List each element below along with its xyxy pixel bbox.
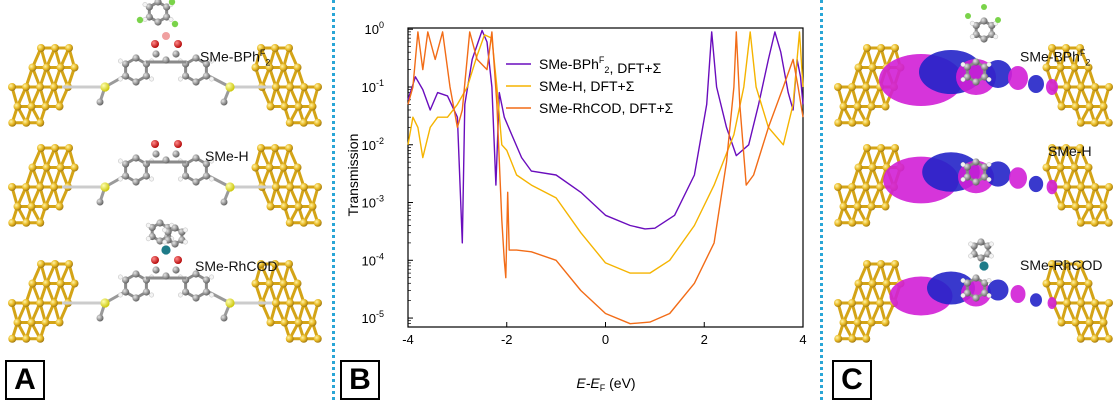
x-tick-label: 2 [701, 332, 708, 347]
density-h [834, 144, 1113, 227]
x-tick-label: -4 [402, 332, 414, 347]
x-tick-label: 0 [602, 332, 609, 347]
label-sme-rhcod: SMe-RhCOD [195, 258, 278, 274]
x-tick-label: -2 [501, 332, 513, 347]
y-tick-label: 10-3 [362, 194, 384, 211]
transmission-chart: -4 -2 0 2 4 100 10-1 10-2 10-3 10-4 10-5 SMe-BPhF2… [345, 20, 807, 393]
y-tick-label: 10-1 [362, 78, 384, 95]
y-tick-label: 10-5 [362, 309, 384, 326]
series-line-2 [407, 31, 804, 325]
panel-letter-c: C [832, 360, 872, 400]
molecule-h-structure [8, 140, 322, 227]
molecule-bph-structure [8, 0, 322, 127]
label-c-sme-h: SMe-H [1048, 143, 1092, 159]
divider-left [332, 0, 335, 400]
density-bph [834, 4, 1113, 127]
y-tick-label: 100 [365, 20, 384, 37]
label-sme-bph: SMe-BPhF2 [200, 48, 271, 68]
molecule-rhcod-structure [8, 219, 322, 343]
panel-a-structures [8, 0, 322, 343]
panel-c-density [834, 4, 1113, 343]
panel-letter-b: B [340, 360, 380, 400]
density-rhcod [834, 238, 1113, 343]
label-sme-h: SMe-H [205, 148, 249, 164]
y-tick-label: 10-2 [362, 136, 384, 153]
panel-letter-a: A [5, 360, 45, 400]
legend-label-0: SMe-BPhF2, DFT+Σ [539, 55, 662, 76]
y-tick-label: 10-4 [362, 251, 384, 268]
divider-right [820, 0, 823, 400]
series-line-0 [407, 29, 804, 244]
chart-series [407, 29, 804, 325]
series-line-1 [407, 31, 804, 274]
x-axis-label: E-EF (eV) [576, 375, 635, 393]
label-c-sme-rhcod: SMe-RhCOD [1020, 257, 1103, 273]
x-tick-label: 4 [799, 332, 806, 347]
legend-label-2: SMe-RhCOD, DFT+Σ [539, 100, 674, 116]
y-axis-label: Transmission [345, 134, 361, 217]
legend-label-1: SMe-H, DFT+Σ [539, 78, 635, 94]
chart-legend: SMe-BPhF2, DFT+Σ SMe-H, DFT+Σ SMe-RhCOD, D… [506, 55, 674, 116]
label-c-sme-bph: SMe-BPhF2 [1020, 48, 1091, 68]
